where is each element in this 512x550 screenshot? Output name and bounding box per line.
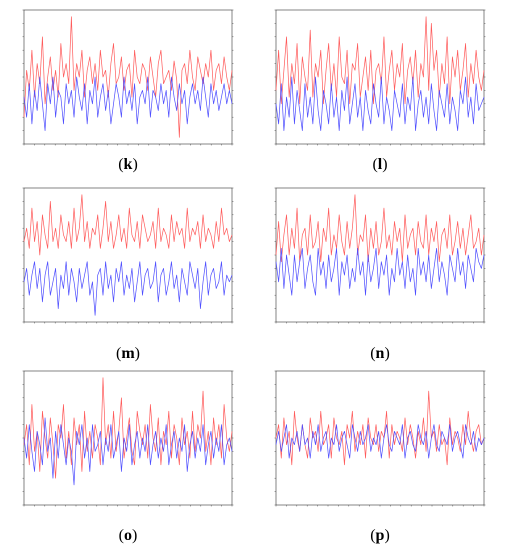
chart-svg-k (22, 9, 234, 146)
caption-m: (m) (116, 345, 140, 362)
plot-frame-n (275, 187, 485, 323)
plot-frame-p (275, 370, 485, 506)
chart-panel-n (260, 184, 500, 332)
caption-k: (k) (118, 156, 138, 173)
series-line-blue-l (275, 76, 485, 131)
series-line-red-l (275, 16, 485, 105)
series-line-red-k (23, 16, 233, 138)
series-line-red-p (275, 390, 485, 466)
series-line-blue-m (23, 261, 233, 316)
caption-l: (l) (372, 156, 388, 173)
series-line-red-m (23, 194, 233, 256)
series-line-blue-k (23, 76, 233, 131)
chart-panel-p (260, 367, 500, 515)
chart-svg-l (274, 9, 486, 146)
caption-p: (p) (370, 527, 390, 544)
series-line-blue-o (23, 417, 233, 486)
chart-svg-o (22, 370, 234, 507)
series-line-blue-p (275, 424, 485, 459)
chart-panel-m (8, 184, 248, 332)
plot-frame-k (23, 9, 233, 145)
chart-panel-l (260, 6, 500, 154)
chart-panel-o (8, 367, 248, 515)
series-line-red-n (275, 194, 485, 263)
plot-frame-l (275, 9, 485, 145)
chart-svg-m (22, 187, 234, 324)
chart-svg-n (274, 187, 486, 324)
caption-o: (o) (118, 527, 138, 544)
chart-svg-p (274, 370, 486, 507)
caption-n: (n) (370, 345, 390, 362)
series-line-blue-n (275, 247, 485, 296)
series-line-red-o (23, 377, 233, 479)
chart-panel-k (8, 6, 248, 154)
